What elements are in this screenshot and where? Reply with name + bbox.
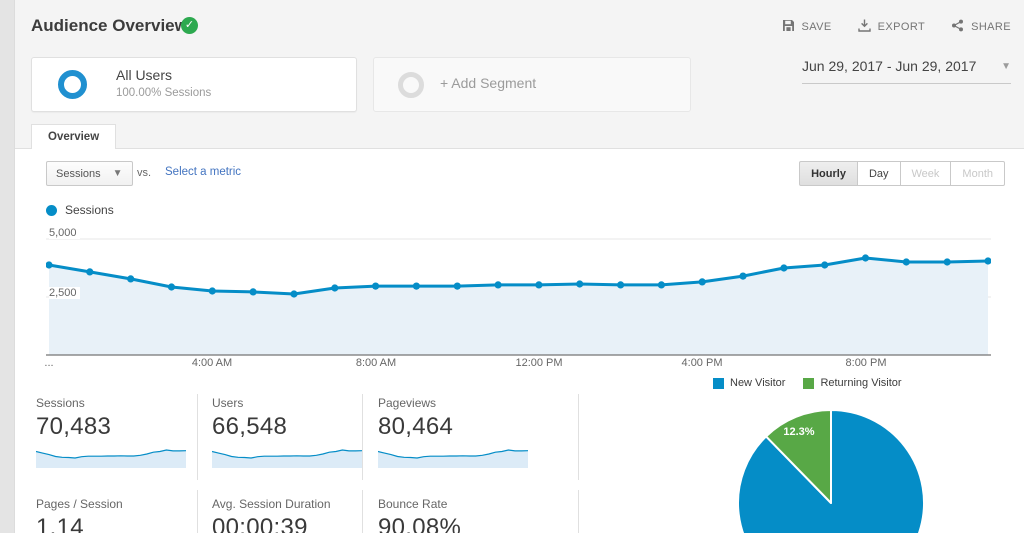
metric-card-avg-session-duration[interactable]: Avg. Session Duration 00:00:39 — [198, 490, 363, 533]
visitor-type-pie-chart[interactable]: 12.3% — [731, 403, 931, 533]
x-axis-tick-label: 8:00 AM — [355, 357, 397, 369]
pie-svg: 12.3% — [737, 409, 925, 533]
sessions-line — [47, 256, 990, 296]
chevron-down-icon: ▼ — [112, 168, 123, 179]
data-point — [167, 283, 176, 291]
series-legend: Sessions — [46, 203, 114, 217]
series-dot-icon — [46, 204, 57, 216]
metric-sparkline — [212, 449, 362, 468]
data-point — [372, 282, 380, 290]
chevron-down-icon: ▼ — [1001, 60, 1011, 72]
data-point — [657, 281, 666, 289]
granularity-week-button[interactable]: Week — [899, 161, 952, 186]
data-point — [412, 282, 420, 290]
granularity-month-button[interactable]: Month — [950, 161, 1005, 186]
data-point — [249, 288, 257, 296]
granularity-day-button[interactable]: Day — [856, 161, 901, 186]
x-axis-tick-label: 12:00 PM — [515, 357, 563, 369]
new-visitor-swatch-icon — [713, 377, 724, 389]
export-icon — [857, 19, 871, 35]
select-a-metric-link[interactable]: Select a metric — [165, 166, 242, 178]
segment-all-users[interactable]: All Users 100.00% Sessions — [31, 57, 357, 112]
data-point — [576, 280, 584, 288]
y-axis-tick-label: 2,500 — [49, 287, 80, 299]
x-axis-tick-label: 8:00 PM — [845, 357, 887, 369]
data-point — [331, 284, 339, 292]
export-button[interactable]: EXPORT — [857, 19, 925, 35]
share-button[interactable]: SHARE — [951, 19, 1011, 35]
metric-dropdown[interactable]: Sessions ▼ — [46, 161, 133, 186]
save-icon — [782, 19, 795, 35]
add-segment-button[interactable]: + Add Segment — [373, 57, 691, 112]
metric-value: 70,483 — [36, 413, 112, 440]
metric-dropdown-label: Sessions — [56, 167, 101, 180]
page-title: Audience Overview — [31, 16, 188, 35]
data-point — [535, 281, 543, 289]
data-point — [780, 264, 788, 272]
metric-card-pageviews[interactable]: Pageviews 80,464 — [363, 394, 579, 480]
x-axis-tick-label: ... — [44, 357, 54, 369]
legend-item-returning-visitor: Returning Visitor — [803, 377, 902, 389]
audience-overview-page: Audience Overview ✓ SAVE EXPORT SHARE Al… — [14, 0, 1024, 533]
add-segment-label: + Add Segment — [440, 75, 537, 91]
metric-value: 80,464 — [378, 413, 454, 440]
verified-shield-icon: ✓ — [181, 17, 198, 34]
tab-overview[interactable]: Overview — [31, 124, 117, 149]
metric-sparkline — [378, 449, 528, 468]
header-actions: SAVE EXPORT SHARE — [782, 19, 1011, 35]
y-axis-tick-label: 5,000 — [49, 227, 80, 239]
data-point — [86, 268, 94, 276]
data-point — [46, 261, 53, 269]
granularity-hourly-button[interactable]: Hourly — [799, 161, 858, 186]
sessions-area — [49, 258, 988, 355]
metric-value: 00:00:39 — [212, 514, 308, 533]
data-point — [943, 258, 951, 266]
data-point — [739, 272, 747, 280]
vs-label: vs. — [137, 167, 152, 179]
data-point — [494, 281, 502, 289]
metric-card-pages-per-session[interactable]: Pages / Session 1.14 — [31, 490, 198, 533]
granularity-toggle: Hourly Day Week Month — [799, 161, 1005, 186]
share-icon — [951, 19, 964, 35]
sessions-chart[interactable] — [46, 236, 991, 357]
data-point — [698, 278, 706, 286]
metric-card-users[interactable]: Users 66,548 — [198, 394, 363, 480]
data-point — [127, 275, 135, 283]
segment-subtitle: 100.00% Sessions — [116, 87, 212, 99]
metric-card-bounce-rate[interactable]: Bounce Rate 90.08% — [363, 490, 579, 533]
pie-legend: New Visitor Returning Visitor — [713, 377, 902, 389]
data-point — [208, 287, 216, 295]
returning-visitor-swatch-icon — [803, 377, 815, 389]
data-point — [821, 261, 829, 269]
data-point — [984, 257, 991, 265]
legend-item-new-visitor: New Visitor — [713, 377, 785, 389]
add-segment-donut-icon — [398, 72, 424, 98]
pie-slice-returning-visitor — [765, 409, 832, 504]
x-axis: ... 4:00 AM 8:00 AM 12:00 PM 4:00 PM 8:00 PM — [44, 357, 991, 371]
date-range-selector[interactable]: Jun 29, 2017 - Jun 29, 2017 ▼ — [802, 58, 1011, 84]
date-range-text: Jun 29, 2017 - Jun 29, 2017 — [802, 58, 977, 74]
x-axis-tick-label: 4:00 AM — [191, 357, 233, 369]
data-point — [453, 282, 461, 290]
x-axis-tick-label: 4:00 PM — [681, 357, 723, 369]
metric-value: 90.08% — [378, 514, 462, 533]
data-point — [617, 281, 625, 289]
data-point — [902, 258, 910, 266]
metric-card-sessions[interactable]: Sessions 70,483 — [31, 394, 198, 480]
data-point — [290, 290, 298, 298]
series-legend-label: Sessions — [65, 203, 114, 217]
metric-value: 66,548 — [212, 413, 288, 440]
segment-donut-icon — [58, 70, 87, 99]
segment-title: All Users — [116, 67, 173, 83]
save-button[interactable]: SAVE — [782, 19, 832, 35]
metric-sparkline — [36, 449, 186, 468]
metric-value: 1.14 — [36, 514, 84, 533]
pie-slice-label: 12.3% — [783, 426, 814, 438]
data-point — [861, 254, 870, 262]
